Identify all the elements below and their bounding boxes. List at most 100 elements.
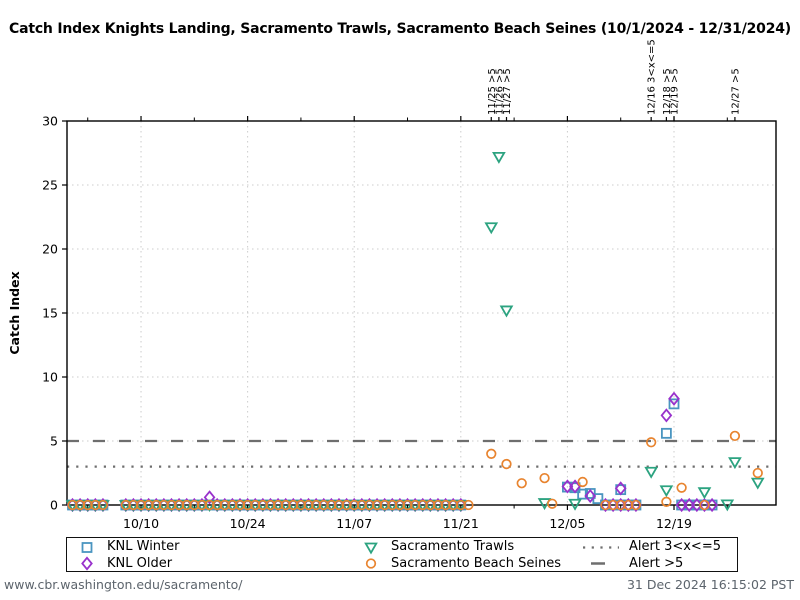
data-point [143, 499, 154, 511]
data-point [448, 499, 459, 511]
data-point [661, 496, 672, 507]
data-point [242, 499, 253, 511]
x-tick-label: 10/10 [123, 516, 159, 531]
data-point [615, 499, 626, 511]
data-point [699, 499, 710, 511]
data-point [181, 499, 192, 511]
data-point [432, 499, 444, 511]
data-point [440, 499, 451, 511]
legend-dotted-line-icon [583, 545, 619, 549]
data-point [676, 482, 687, 493]
data-point [569, 479, 581, 494]
legend-entry: Sacramento Trawls [359, 539, 514, 555]
legend-entry: KNL Winter [75, 539, 179, 555]
y-tick-label: 30 [42, 114, 58, 129]
data-point [683, 497, 696, 513]
data-point [697, 487, 712, 500]
data-point [203, 490, 216, 505]
data-point [484, 222, 499, 235]
legend-label: KNL Older [107, 555, 173, 571]
legend-dashed-line-icon [591, 562, 605, 565]
data-point [135, 499, 147, 511]
legend-label: Alert >5 [629, 555, 684, 571]
data-point [280, 499, 291, 511]
data-point [303, 499, 314, 511]
data-point [486, 448, 497, 459]
y-tick-label: 0 [50, 498, 58, 513]
annotation-label: 12/27 >5 [730, 68, 741, 115]
data-point [158, 499, 170, 511]
annotation-label: 12/18 >5 [662, 68, 673, 115]
data-point [728, 457, 742, 470]
legend-label: Sacramento Beach Seines [391, 555, 562, 571]
legend-entry: Alert >5 [581, 556, 683, 572]
data-point [333, 499, 345, 511]
data-point [120, 499, 131, 511]
x-tick-label: 12/05 [549, 516, 585, 531]
data-point [379, 499, 390, 511]
data-point [501, 458, 512, 470]
data-point [151, 499, 162, 511]
data-point [539, 472, 550, 484]
legend-entry: KNL Older [75, 556, 172, 572]
data-point [668, 391, 680, 406]
legend-entry: Sacramento Beach Seines [359, 556, 561, 572]
data-point [492, 151, 506, 164]
data-point [607, 499, 619, 511]
y-tick-label: 25 [42, 178, 58, 193]
data-point [166, 499, 177, 511]
data-point [227, 499, 238, 511]
data-point [318, 499, 329, 511]
y-tick-label: 20 [42, 242, 58, 257]
x-tick-label: 11/07 [336, 516, 372, 531]
data-point [310, 499, 322, 511]
data-point [584, 488, 597, 504]
annotation-label: 11/27 >5 [502, 68, 513, 115]
data-point [455, 499, 466, 511]
data-point [356, 499, 367, 511]
legend-label: Alert 3<x<=5 [629, 539, 721, 554]
data-point [349, 499, 360, 511]
annotation-label: 11/25 >5 [487, 68, 498, 115]
data-point [365, 558, 377, 569]
series-triangle-down [65, 151, 765, 513]
data-point [204, 499, 215, 511]
y-axis-label: Catch Index [7, 271, 22, 354]
data-point [577, 476, 588, 488]
series-diamond [66, 391, 718, 513]
data-point [364, 499, 375, 511]
data-point [196, 499, 208, 511]
data-point [387, 499, 398, 511]
data-point [630, 499, 642, 511]
data-point [326, 499, 337, 511]
data-point [750, 477, 765, 490]
data-point [516, 478, 527, 489]
legend-label: Sacramento Trawls [391, 539, 515, 554]
data-point [417, 499, 428, 511]
data-point [295, 499, 307, 511]
footer-url: www.cbr.washington.edu/sacramento/ [4, 577, 243, 592]
series-circle [67, 430, 763, 511]
legend-diamond-icon [81, 556, 93, 571]
y-tick-label: 5 [50, 434, 58, 449]
data-point [547, 498, 558, 509]
data-point [189, 499, 200, 511]
data-point [81, 556, 93, 571]
data-point [272, 499, 284, 511]
data-point [623, 499, 634, 511]
data-point [409, 499, 421, 511]
data-point [81, 541, 93, 553]
annotation-label: 12/19 >5 [670, 68, 681, 115]
data-point [67, 499, 78, 511]
data-point [265, 499, 276, 511]
data-point [659, 485, 674, 498]
data-point [614, 481, 627, 496]
data-point [675, 497, 688, 513]
data-point [499, 305, 514, 318]
x-tick-label: 12/19 [656, 516, 692, 531]
y-tick-label: 15 [42, 306, 58, 321]
legend-square-icon [81, 541, 93, 553]
data-point [752, 467, 763, 479]
data-point [90, 499, 101, 511]
legend-box: KNL Winter KNL Older Sacramento Trawls Sacr… [66, 537, 738, 572]
